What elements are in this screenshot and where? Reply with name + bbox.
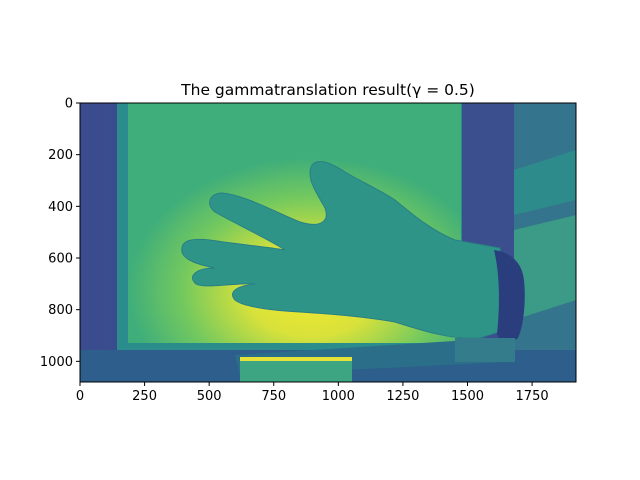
x-tick-label: 1500 bbox=[451, 389, 484, 404]
wristband bbox=[494, 250, 525, 342]
x-tick-label: 750 bbox=[261, 389, 286, 404]
y-tick-label: 800 bbox=[48, 303, 73, 318]
x-tick-label: 500 bbox=[197, 389, 222, 404]
y-tick-label: 0 bbox=[65, 97, 73, 112]
x-tick-label: 0 bbox=[76, 389, 84, 404]
gamma-image bbox=[80, 103, 576, 382]
y-tick-label: 1000 bbox=[40, 355, 73, 370]
y-tick-label: 600 bbox=[48, 252, 73, 267]
hand-shape bbox=[181, 161, 506, 339]
y-axis: 0 200 400 600 800 1000 bbox=[40, 97, 80, 370]
x-tick-label: 1000 bbox=[322, 389, 355, 404]
y-tick-label: 400 bbox=[48, 200, 73, 215]
x-axis: 0 250 500 750 1000 1250 1500 1750 bbox=[76, 382, 549, 404]
x-tick-label: 250 bbox=[132, 389, 157, 404]
chart-title: The gammatranslation result(γ = 0.5) bbox=[180, 81, 475, 99]
axes-frame bbox=[79, 102, 577, 383]
x-tick-label: 1250 bbox=[386, 389, 419, 404]
y-tick-label: 200 bbox=[48, 148, 73, 163]
x-tick-label: 1750 bbox=[516, 389, 549, 404]
